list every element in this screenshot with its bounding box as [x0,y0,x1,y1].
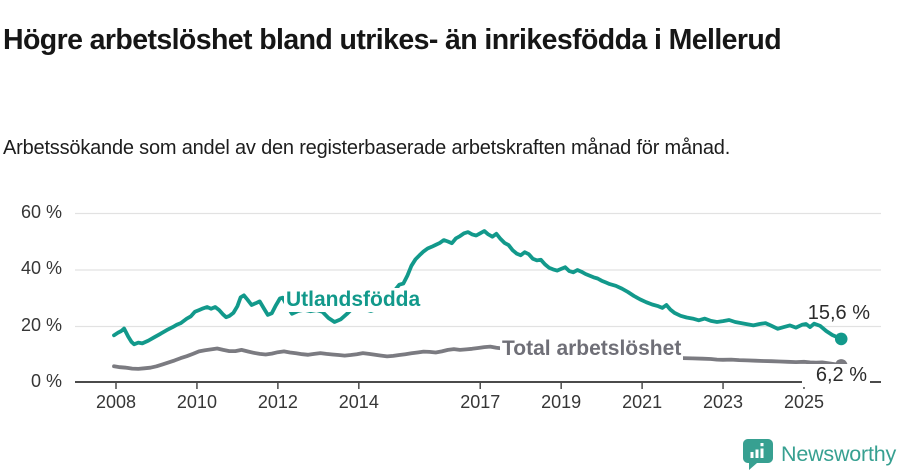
x-tick-label-2021: 2021 [622,392,663,412]
end-value-total-arbetsloshet: 6,2 % [802,364,870,387]
series-label-total-arbetsloshet: Total arbetslöshet [500,337,684,361]
chart-subtitle: Arbetssökande som andel av den registerb… [3,137,731,159]
gridlines [75,212,881,328]
y-tick-label-40: 40 % [20,258,62,278]
x-tick-label-2017: 2017 [460,392,501,412]
x-tick-label-2014: 2014 [338,392,379,412]
x-tick-label-2023: 2023 [703,392,744,412]
newsworthy-brand-text: Newsworthy [781,442,897,466]
x-axis [75,381,881,389]
series-lines [112,229,848,372]
series-end-dot-utlandsf-dda [834,332,848,346]
y-tick-label-60: 60 % [20,201,62,222]
chart-title: Högre arbetslöshet bland utrikes- än inr… [3,24,782,57]
end-value-utlandsfodda: 15,6 % [807,302,870,324]
x-tick-label-2012: 2012 [257,392,298,412]
x-tick-label-2025: 2025 [783,392,824,412]
y-tick-label-20: 20 % [20,314,62,335]
series-line-total-arbetsl-shet [112,344,844,371]
series-line-utlandsf-dda [112,229,844,347]
newsworthy-logo: Newsworthy [742,438,896,471]
newsworthy-speech-bubble-barchart-icon [743,439,773,470]
y-tick-label-0: 0 % [30,371,62,391]
series-label-utlandsfodda: Utlandsfödda [284,288,423,312]
x-tick-label-2010: 2010 [176,392,217,412]
x-tick-label-2008: 2008 [95,392,137,412]
x-tick-label-2019: 2019 [541,392,582,412]
